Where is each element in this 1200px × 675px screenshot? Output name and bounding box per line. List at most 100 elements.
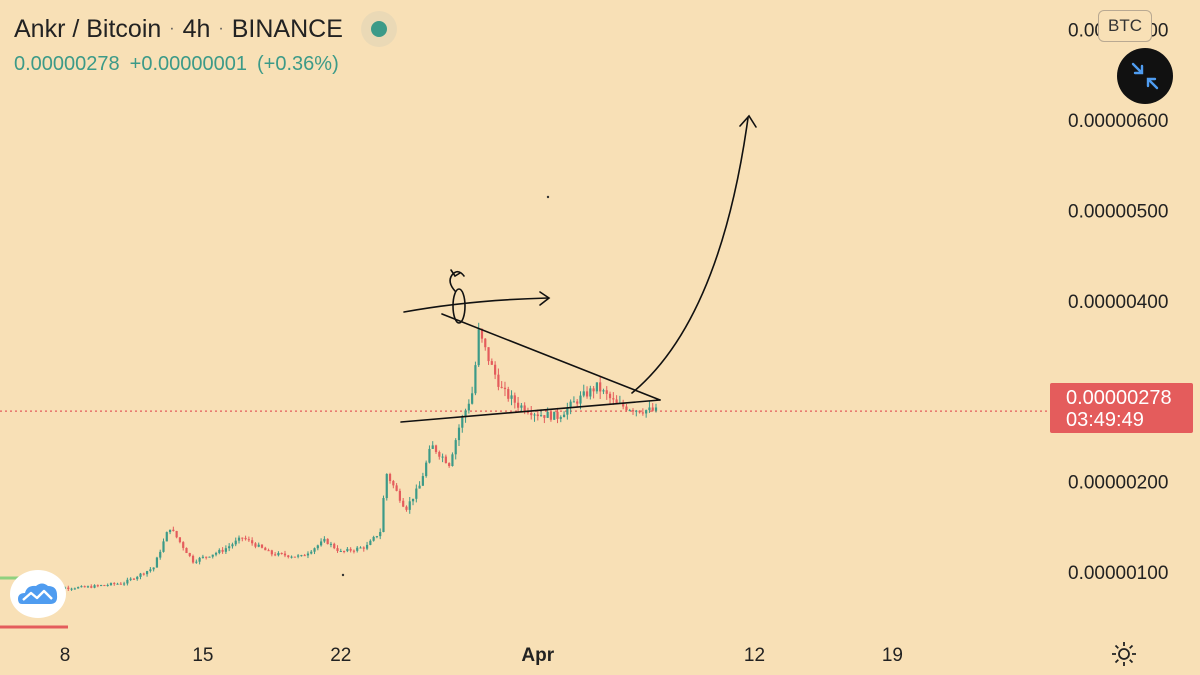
candle-body bbox=[392, 481, 395, 486]
projected-breakout-arrowhead bbox=[739, 114, 757, 128]
candle-body bbox=[362, 547, 365, 549]
candle-body bbox=[638, 410, 641, 413]
candle-body bbox=[490, 361, 493, 365]
candle-body bbox=[188, 553, 191, 556]
candle-body bbox=[579, 395, 582, 404]
price-change-percent: (+0.36%) bbox=[257, 53, 339, 75]
candle-body bbox=[513, 395, 516, 403]
triangle-upper-trendline bbox=[441, 313, 661, 401]
candle-body bbox=[70, 588, 73, 590]
candle-body bbox=[438, 452, 441, 457]
candle-body bbox=[316, 545, 319, 549]
candle-body bbox=[100, 585, 103, 587]
candle-body bbox=[356, 547, 359, 551]
candle-body bbox=[608, 393, 612, 399]
candle-body bbox=[612, 398, 615, 400]
candle-body bbox=[280, 552, 283, 554]
currency-button[interactable]: BTC bbox=[1098, 10, 1152, 42]
candle-body bbox=[73, 588, 76, 590]
candle-body bbox=[625, 406, 628, 411]
candle-body bbox=[241, 537, 244, 539]
gear-icon[interactable] bbox=[1110, 640, 1138, 668]
candle-body bbox=[106, 584, 109, 586]
candle-body bbox=[228, 546, 231, 549]
candle-body bbox=[119, 583, 122, 585]
header-separator: · bbox=[218, 20, 224, 37]
candle-body bbox=[500, 386, 503, 388]
candle-body bbox=[441, 456, 444, 458]
candle-body bbox=[641, 412, 644, 414]
candle-body bbox=[145, 571, 149, 575]
candle-body bbox=[172, 529, 175, 532]
candle-body bbox=[589, 388, 592, 397]
drawing-annotations bbox=[400, 114, 757, 423]
price-axis[interactable]: 0.000001000.000002000.000003000.00000400… bbox=[1068, 21, 1168, 584]
symbol-header[interactable]: Ankr / Bitcoin · 4h · BINANCE bbox=[14, 11, 397, 47]
candle-body bbox=[349, 548, 352, 551]
candle-body bbox=[428, 448, 431, 463]
price-axis-label: 0.00000400 bbox=[1068, 292, 1168, 313]
candle-body bbox=[654, 407, 658, 411]
candle-body bbox=[234, 540, 237, 545]
candle-body bbox=[487, 347, 490, 362]
last-price: 0.00000278 bbox=[14, 53, 120, 75]
candle-body bbox=[474, 365, 477, 394]
cloud-logo-icon[interactable] bbox=[10, 570, 66, 618]
candle-body bbox=[484, 338, 487, 348]
candle-body bbox=[352, 550, 356, 552]
compress-arrows-icon bbox=[1131, 62, 1159, 90]
candle-body bbox=[251, 540, 254, 544]
candle-body bbox=[411, 498, 415, 502]
time-axis-label: 15 bbox=[192, 645, 213, 666]
price-tag-value: 0.00000278 bbox=[1066, 387, 1172, 409]
candle-body bbox=[346, 548, 349, 552]
header-separator: · bbox=[169, 20, 175, 37]
candle-body bbox=[582, 391, 585, 396]
candle-body bbox=[93, 585, 96, 588]
candle-body bbox=[323, 538, 326, 542]
bar-countdown: 03:49:49 bbox=[1066, 409, 1144, 431]
candle-body bbox=[546, 411, 549, 418]
candle-body bbox=[494, 364, 497, 375]
candle-body bbox=[464, 410, 467, 418]
time-axis[interactable]: 8 15 22 Apr 12 19 bbox=[60, 645, 903, 666]
candle-body bbox=[645, 410, 648, 414]
candle-body bbox=[648, 407, 651, 411]
candle-body bbox=[382, 498, 385, 533]
candle-body bbox=[142, 573, 145, 575]
candle-body bbox=[300, 555, 303, 557]
candle-body bbox=[310, 551, 313, 554]
candle-body bbox=[283, 553, 287, 556]
quote-line: 0.00000278 +0.00000001 (+0.36%) bbox=[14, 53, 339, 76]
candle-body bbox=[359, 547, 362, 549]
candle-body bbox=[254, 543, 257, 547]
time-axis-label: 12 bbox=[744, 645, 765, 666]
candle-body bbox=[293, 556, 296, 558]
candle-body bbox=[467, 403, 470, 411]
interval-label[interactable]: 4h bbox=[182, 14, 211, 43]
candle-body bbox=[333, 543, 336, 549]
candle-body bbox=[83, 586, 86, 588]
candle-body bbox=[595, 382, 598, 392]
candle-body bbox=[231, 544, 234, 547]
candle-body bbox=[191, 555, 195, 563]
candle-body bbox=[113, 583, 116, 585]
candle-body bbox=[543, 415, 546, 418]
candle-body bbox=[182, 542, 185, 548]
candle-body bbox=[313, 548, 316, 552]
candle-body bbox=[168, 529, 172, 533]
candle-body bbox=[103, 585, 106, 587]
candle-body bbox=[425, 462, 428, 477]
candle-body bbox=[270, 550, 273, 555]
candle-body bbox=[90, 586, 93, 588]
candle-body bbox=[572, 401, 576, 403]
candle-body bbox=[539, 415, 543, 417]
candle-body bbox=[211, 554, 214, 557]
exchange-label: BINANCE bbox=[231, 14, 343, 43]
candle-body bbox=[80, 586, 83, 588]
fullscreen-toggle-button[interactable] bbox=[1117, 48, 1173, 104]
candle-body bbox=[520, 405, 523, 408]
candle-body bbox=[576, 401, 579, 404]
candle-body bbox=[306, 553, 310, 556]
